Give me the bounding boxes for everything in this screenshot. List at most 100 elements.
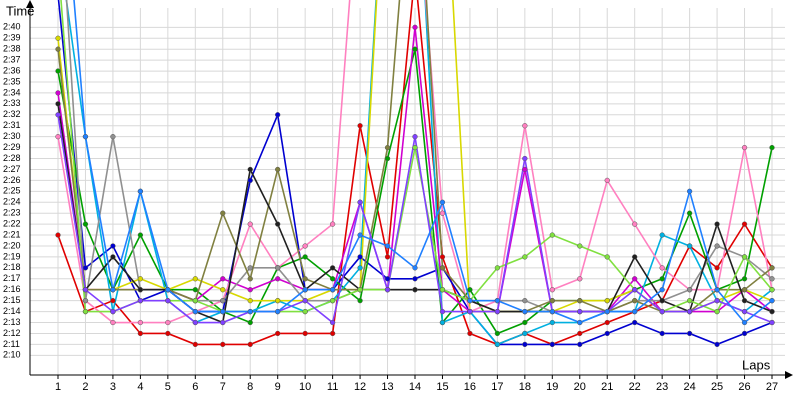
lap-marker <box>522 166 528 173</box>
lap-marker <box>137 276 144 282</box>
lap-marker <box>522 319 528 326</box>
y-tick-label: 2:37 <box>3 55 21 65</box>
lap-marker <box>741 221 748 227</box>
series-line <box>57 0 773 313</box>
lap-marker <box>577 308 583 315</box>
lap-marker <box>632 308 638 315</box>
lap-marker <box>192 319 198 326</box>
lap-marker <box>55 46 61 52</box>
lap-marker <box>275 330 281 337</box>
y-axis-label: Time <box>6 3 34 18</box>
lap-marker <box>110 134 116 140</box>
lap-marker <box>412 134 418 140</box>
lap-marker <box>357 254 363 260</box>
lap-marker <box>577 341 583 348</box>
y-tick-label: 2:34 <box>3 87 21 97</box>
y-tick-label: 2:21 <box>3 229 21 239</box>
lap-marker <box>220 298 226 304</box>
lap-marker <box>659 308 665 315</box>
lap-marker <box>137 287 144 293</box>
lap-marker <box>247 308 253 315</box>
lap-marker <box>714 287 720 293</box>
lap-marker <box>247 265 253 271</box>
y-tick-label: 2:18 <box>3 262 21 272</box>
lap-marker <box>549 341 555 348</box>
lap-marker <box>55 90 61 96</box>
lap-marker <box>110 254 116 260</box>
lap-marker <box>769 276 775 282</box>
lap-marker <box>192 287 198 293</box>
x-tick-label: 14 <box>409 381 421 393</box>
lap-marker <box>302 308 308 315</box>
lap-marker <box>82 287 89 293</box>
lap-marker <box>82 134 89 140</box>
lap-marker <box>302 287 308 293</box>
lap-marker <box>137 232 144 238</box>
lap-marker <box>714 341 720 348</box>
lap-marker <box>769 298 775 304</box>
lap-marker <box>384 144 391 151</box>
y-tick-label: 2:24 <box>3 197 21 207</box>
lap-marker <box>247 341 253 348</box>
lap-marker <box>165 298 171 304</box>
lap-marker <box>329 319 336 326</box>
y-tick-label: 2:26 <box>3 175 21 185</box>
lap-marker <box>741 287 748 293</box>
x-tick-label: 22 <box>629 381 641 393</box>
x-tick-label: 17 <box>491 381 503 393</box>
lap-marker <box>494 341 501 348</box>
lap-marker <box>714 265 720 271</box>
lap-marker <box>220 319 226 326</box>
lap-marker <box>329 265 336 271</box>
lap-marker <box>494 308 501 315</box>
lap-marker <box>604 330 610 337</box>
lap-marker <box>769 319 775 326</box>
lap-marker <box>632 287 638 293</box>
lap-marker <box>522 298 528 304</box>
lap-marker <box>357 298 363 304</box>
lap-marker <box>577 276 583 282</box>
lap-marker <box>412 144 418 151</box>
lap-marker <box>384 276 391 282</box>
lap-marker <box>577 298 583 304</box>
y-tick-label: 2:27 <box>3 164 21 174</box>
x-tick-label: 9 <box>275 381 281 393</box>
lap-marker <box>686 298 693 304</box>
lap-marker <box>220 308 226 315</box>
lap-marker <box>82 298 89 304</box>
y-tick-label: 2:30 <box>3 131 21 141</box>
plot-area <box>55 0 775 348</box>
x-tick-label: 6 <box>192 381 198 393</box>
x-axis-arrow <box>785 371 793 379</box>
y-tick-label: 2:11 <box>3 339 20 349</box>
lap-marker <box>769 308 775 315</box>
lap-marker <box>110 243 116 249</box>
lap-marker <box>467 287 473 293</box>
y-tick-label: 2:14 <box>3 306 21 316</box>
lap-marker <box>632 298 638 304</box>
x-tick-label: 8 <box>247 381 253 393</box>
lap-marker <box>494 265 501 271</box>
lap-marker <box>659 298 665 304</box>
lap-marker <box>55 35 61 41</box>
lap-marker <box>110 308 116 315</box>
lap-marker <box>632 319 638 326</box>
lap-marker <box>686 308 693 315</box>
lap-marker <box>247 319 253 326</box>
x-tick-label: 11 <box>327 381 338 393</box>
lap-marker <box>412 46 418 52</box>
lap-marker <box>110 319 116 326</box>
lap-marker <box>110 298 116 304</box>
lap-marker <box>220 341 226 348</box>
x-tick-label: 24 <box>683 381 695 393</box>
x-tick-label: 23 <box>656 381 668 393</box>
y-tick-label: 2:39 <box>3 33 21 43</box>
lap-marker <box>275 112 281 118</box>
x-tick-label: 2 <box>82 381 88 393</box>
lap-marker <box>741 144 748 151</box>
x-tick-label: 10 <box>299 381 311 393</box>
lap-marker <box>714 243 720 249</box>
lap-marker <box>192 341 198 348</box>
lap-marker <box>769 287 775 293</box>
